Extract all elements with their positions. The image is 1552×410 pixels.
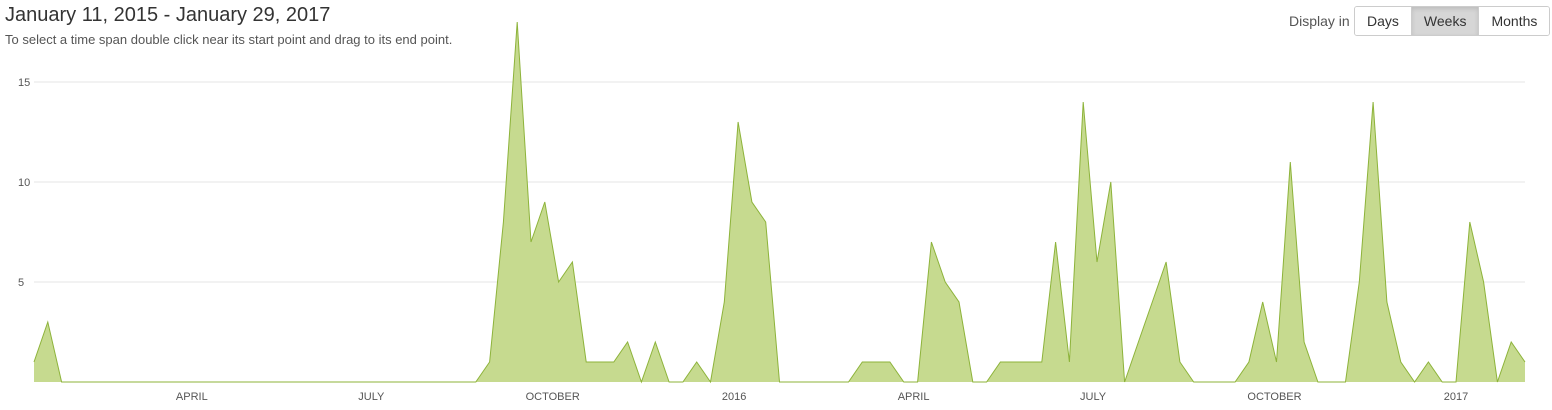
months-button[interactable]: Months — [1479, 7, 1550, 35]
x-tick-label: OCTOBER — [526, 391, 580, 403]
y-tick-label: 10 — [18, 177, 30, 189]
series-line — [33, 21, 1526, 384]
y-tick-label: 15 — [18, 77, 30, 89]
date-range-title: January 11, 2015 - January 29, 2017 — [5, 4, 331, 26]
x-tick-label: 2017 — [1444, 391, 1468, 403]
series-area — [34, 22, 1525, 382]
days-button[interactable]: Days — [1355, 7, 1412, 35]
granularity-toggle: Days Weeks Months — [1354, 6, 1551, 36]
x-tick-label: 2016 — [722, 391, 746, 403]
x-tick-label: APRIL — [176, 391, 208, 403]
display-in-label: Display in — [1289, 13, 1350, 29]
y-tick-label: 5 — [18, 277, 24, 289]
x-tick-label: OCTOBER — [1247, 391, 1301, 403]
selection-hint: To select a time span double click near … — [5, 32, 453, 47]
x-tick-label: APRIL — [898, 391, 930, 403]
x-tick-label: JULY — [358, 391, 385, 403]
x-tick-label: JULY — [1080, 391, 1107, 403]
weeks-button[interactable]: Weeks — [1411, 7, 1480, 35]
